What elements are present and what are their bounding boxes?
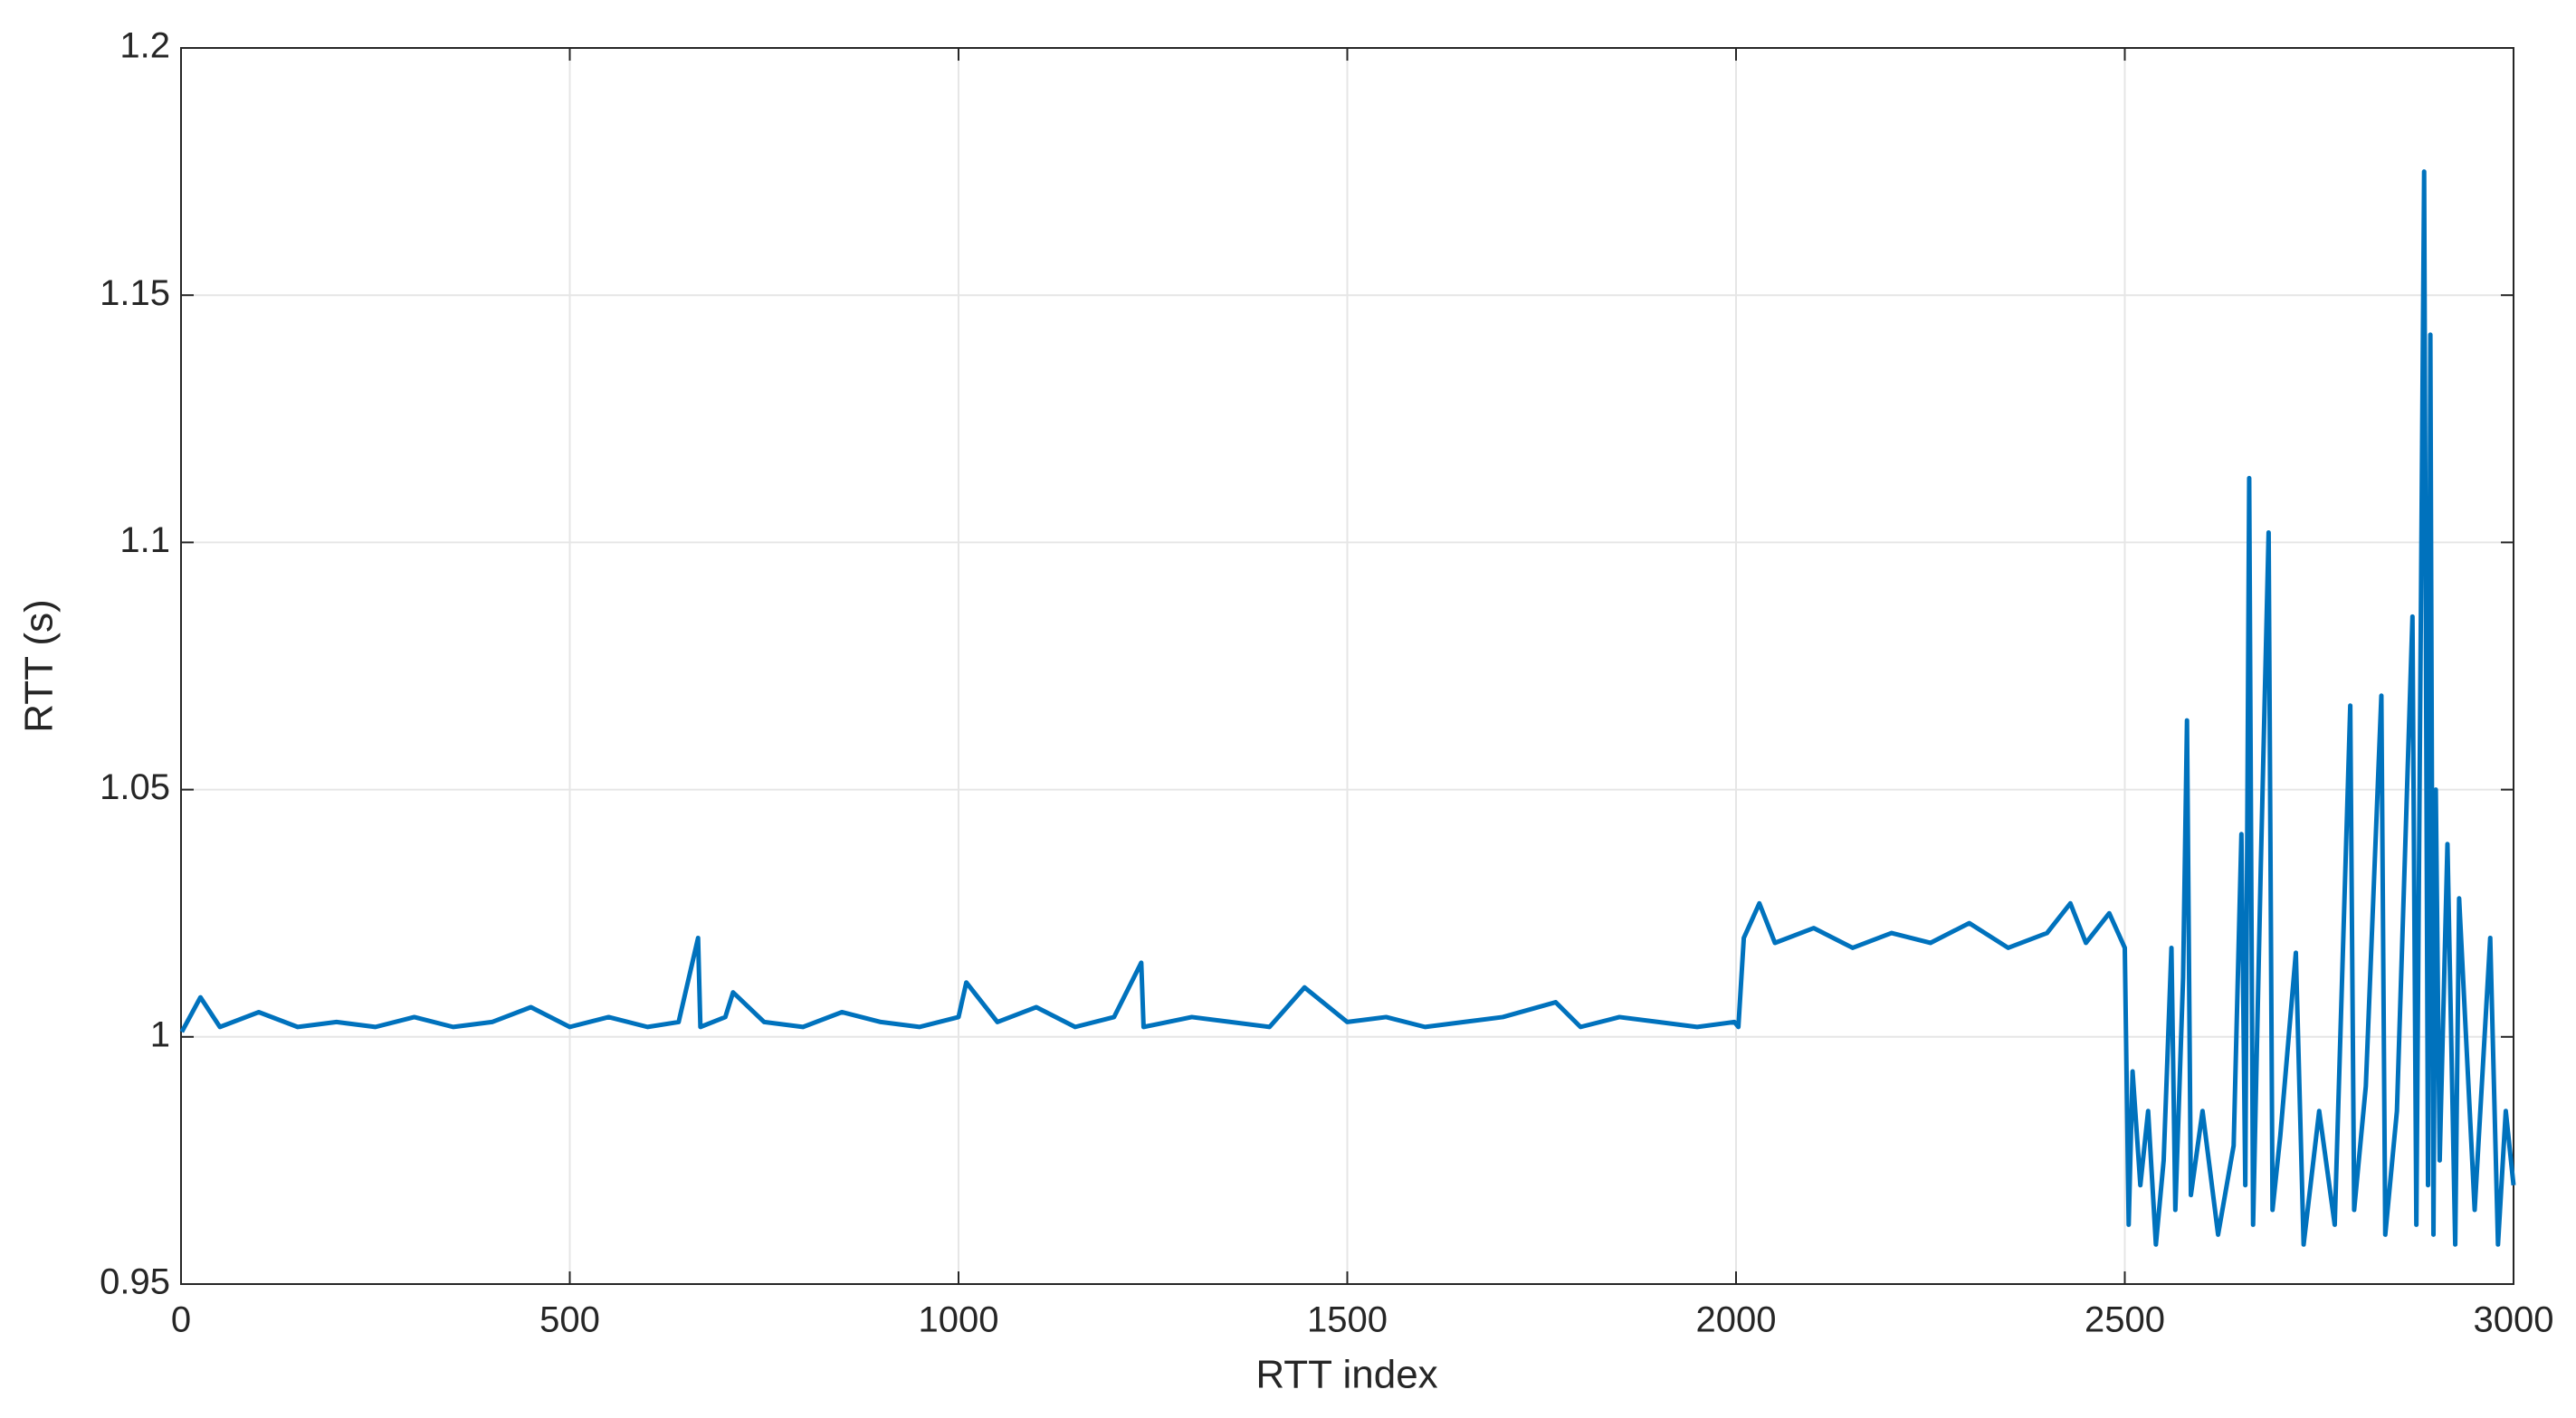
y-tick-label: 1.15 <box>100 273 170 313</box>
data-line <box>179 169 2516 1247</box>
y-tick-label: 1 <box>150 1014 170 1054</box>
x-tick-label: 1500 <box>1307 1300 1388 1340</box>
x-tick-label: 500 <box>539 1300 600 1340</box>
plot-frame <box>180 47 2514 1285</box>
y-axis-label: RTT (s) <box>17 599 62 732</box>
x-tick-label: 1000 <box>919 1300 999 1340</box>
x-tick-label: 0 <box>171 1300 191 1340</box>
x-axis-label: RTT index <box>1255 1353 1437 1397</box>
x-tick-label: 2500 <box>2085 1300 2165 1340</box>
x-tick-label: 3000 <box>2474 1300 2554 1340</box>
y-tick-label: 1.05 <box>100 767 170 807</box>
y-tick-label: 1.1 <box>119 520 170 560</box>
y-tick-label: 0.95 <box>100 1262 170 1302</box>
y-tick-label: 1.2 <box>119 26 170 66</box>
x-tick-label: 2000 <box>1696 1300 1777 1340</box>
